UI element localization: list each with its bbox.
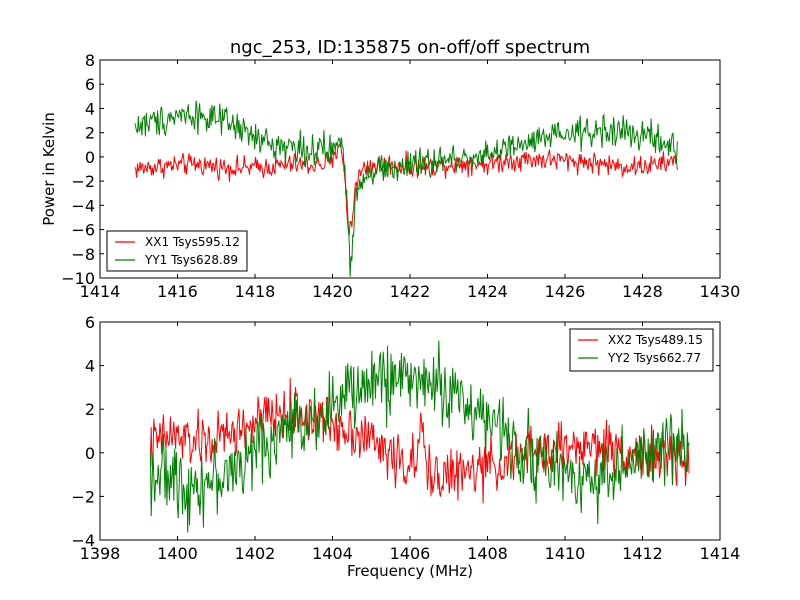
top-spectrum-panel: 1414 1416 1418 1420 1422 1424 1426 1428 1430 −10 −… <box>61 51 740 301</box>
x-tick-label: 1406 <box>390 544 431 563</box>
figure-title: ngc_253, ID:135875 on-off/off spectrum <box>230 37 590 58</box>
y-tick-label: 8 <box>85 51 95 70</box>
y-tick-label: −6 <box>71 221 95 240</box>
legend-label-1: XX1 Tsys595.12 <box>145 235 240 249</box>
x-tick-label: 1414 <box>700 544 741 563</box>
x-tick-label: 1404 <box>312 544 353 563</box>
y-tick-label: −4 <box>71 531 95 550</box>
legend: XX2 Tsys489.15 YY2 Tsys662.77 <box>569 328 714 372</box>
x-tick-label: 1400 <box>157 544 198 563</box>
legend-box <box>569 328 714 372</box>
x-tick-label: 1426 <box>545 282 586 301</box>
y-tick-label: −8 <box>71 245 95 264</box>
x-tick-label: 1418 <box>235 282 276 301</box>
series-line-1 <box>134 140 678 236</box>
x-tick-label: 1402 <box>235 544 276 563</box>
series-lines <box>149 340 690 533</box>
x-tick-label: 1422 <box>390 282 431 301</box>
x-tick-label: 1408 <box>467 544 508 563</box>
y-tick-label: −2 <box>71 487 95 506</box>
legend-label-1: XX2 Tsys489.15 <box>608 333 703 347</box>
series-lines <box>134 100 678 277</box>
y-tick-label: 2 <box>85 124 95 143</box>
y-axis-label: Power in Kelvin <box>40 112 58 226</box>
x-tick-label: 1420 <box>312 282 353 301</box>
x-tick-label: 1410 <box>545 544 586 563</box>
legend-label-2: YY1 Tsys628.89 <box>144 253 238 267</box>
y-tick-label: 2 <box>85 400 95 419</box>
series-line-2 <box>149 340 690 533</box>
x-axis-label: Frequency (MHz) <box>347 562 473 580</box>
legend-box <box>106 230 248 272</box>
y-tick-label: 0 <box>85 444 95 463</box>
bottom-spectrum-panel: 1398 1400 1402 1404 1406 1408 1410 1412 1414 −4 −2… <box>71 313 740 563</box>
x-tick-label: 1414 <box>80 282 121 301</box>
x-tick-label: 1398 <box>80 544 121 563</box>
x-tick-label: 1412 <box>622 544 663 563</box>
y-tick-label: −4 <box>71 196 95 215</box>
legend-label-2: YY2 Tsys662.77 <box>607 351 701 365</box>
y-tick-label: 6 <box>85 313 95 332</box>
x-tick-label: 1416 <box>157 282 198 301</box>
y-tick-label: 4 <box>85 357 95 376</box>
x-tick-label: 1430 <box>700 282 741 301</box>
series-line-1 <box>149 377 690 504</box>
x-tick-label: 1424 <box>467 282 508 301</box>
y-tick-label: 0 <box>85 148 95 167</box>
y-tick-label: 4 <box>85 99 95 118</box>
y-tick-label: 6 <box>85 75 95 94</box>
series-line-2 <box>134 100 678 277</box>
y-tick-label: −10 <box>61 269 95 288</box>
x-tick-label: 1428 <box>622 282 663 301</box>
y-tick-label: −2 <box>71 172 95 191</box>
legend: XX1 Tsys595.12 YY1 Tsys628.89 <box>106 230 248 272</box>
